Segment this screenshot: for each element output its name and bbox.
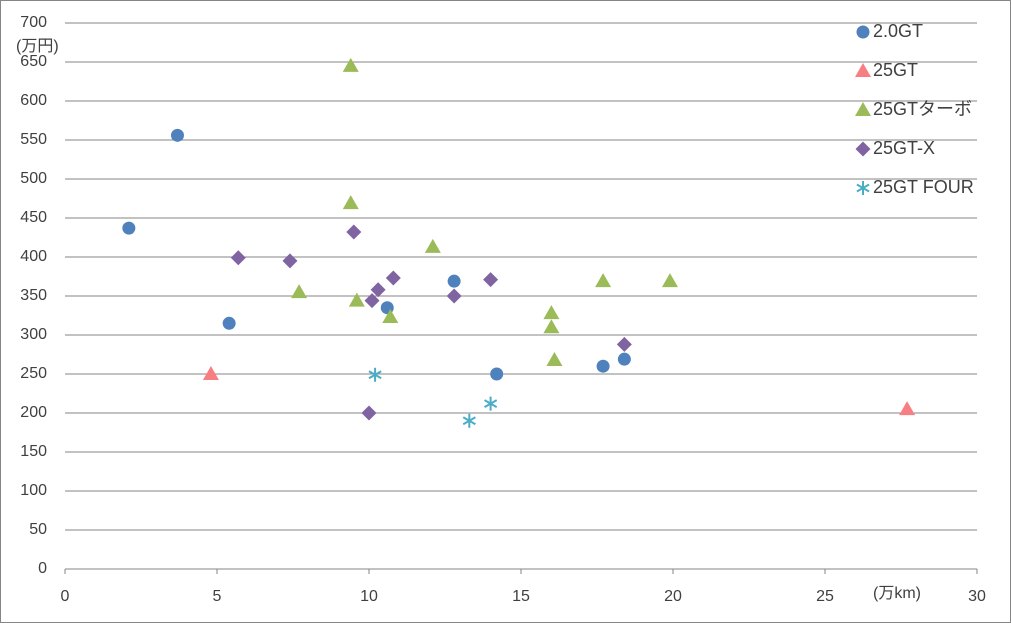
legend: 2.0GT 25GT 25GTターボ 25GT-X 25GT FOUR: [855, 21, 974, 197]
y-tick-label: 50: [29, 521, 47, 538]
point: [364, 293, 380, 309]
legend-label: 2.0GT: [873, 21, 923, 41]
legend-marker: [855, 63, 871, 77]
legend-marker: [856, 181, 870, 195]
legend-marker: [855, 102, 871, 116]
y-axis-label: (万円): [16, 38, 59, 55]
point: [543, 319, 560, 334]
x-tick-label: 0: [61, 588, 70, 605]
y-tick-label: 550: [20, 131, 47, 148]
point: [899, 401, 916, 416]
point: [361, 405, 377, 421]
point: [342, 57, 359, 72]
x-tick-label: 5: [213, 588, 222, 605]
y-tick-label: 150: [20, 443, 47, 460]
y-tick-label: 0: [38, 560, 47, 577]
point-stroke: [462, 416, 476, 426]
x-tick-label: 15: [512, 588, 530, 605]
point: [342, 195, 359, 210]
x-tick-label: 10: [360, 588, 378, 605]
y-tick-label: 200: [20, 404, 47, 421]
legend-label: 25GT: [873, 60, 918, 80]
point: [483, 272, 499, 288]
legend-label: 25GTターボ: [873, 99, 972, 119]
y-tick-label: 100: [20, 482, 47, 499]
y-tick-label: 450: [20, 209, 47, 226]
y-tick-label: 600: [20, 92, 47, 109]
y-tick-label: 300: [20, 326, 47, 343]
point: [348, 292, 365, 307]
point: [346, 224, 362, 240]
point-stroke: [484, 399, 498, 409]
y-tick-label: 650: [20, 53, 47, 70]
point: [282, 253, 298, 269]
x-tick-label: 25: [816, 588, 834, 605]
point: [170, 128, 184, 142]
point: [617, 352, 631, 366]
point: [661, 273, 678, 288]
point-stroke: [856, 183, 870, 193]
point: [484, 396, 498, 411]
x-axis-label: (万km): [873, 585, 921, 602]
point: [447, 274, 461, 288]
legend-label: 25GT-X: [873, 138, 935, 158]
point: [370, 282, 386, 298]
y-tick-label: 500: [20, 170, 47, 187]
point: [596, 359, 610, 373]
point: [424, 238, 441, 253]
point: [490, 367, 504, 381]
point: [382, 309, 399, 324]
point: [222, 316, 236, 330]
point: [230, 250, 246, 266]
x-tick-label: 20: [664, 588, 682, 605]
point: [543, 305, 560, 320]
point: [291, 284, 308, 299]
x-tick-label: 30: [968, 588, 986, 605]
legend-marker: [855, 141, 871, 157]
legend-marker: [856, 25, 870, 39]
point: [595, 273, 612, 288]
point: [368, 367, 382, 382]
point: [385, 270, 401, 286]
y-tick-label: 400: [20, 248, 47, 265]
y-tick-label: 700: [20, 14, 47, 31]
point: [462, 413, 476, 428]
point-stroke: [368, 370, 382, 380]
point: [446, 288, 462, 304]
y-tick-label: 250: [20, 365, 47, 382]
point: [202, 366, 219, 380]
legend-label: 25GT FOUR: [873, 177, 974, 197]
y-tick-label: 350: [20, 287, 47, 304]
point: [122, 221, 136, 235]
point: [616, 336, 632, 352]
point: [546, 351, 563, 366]
